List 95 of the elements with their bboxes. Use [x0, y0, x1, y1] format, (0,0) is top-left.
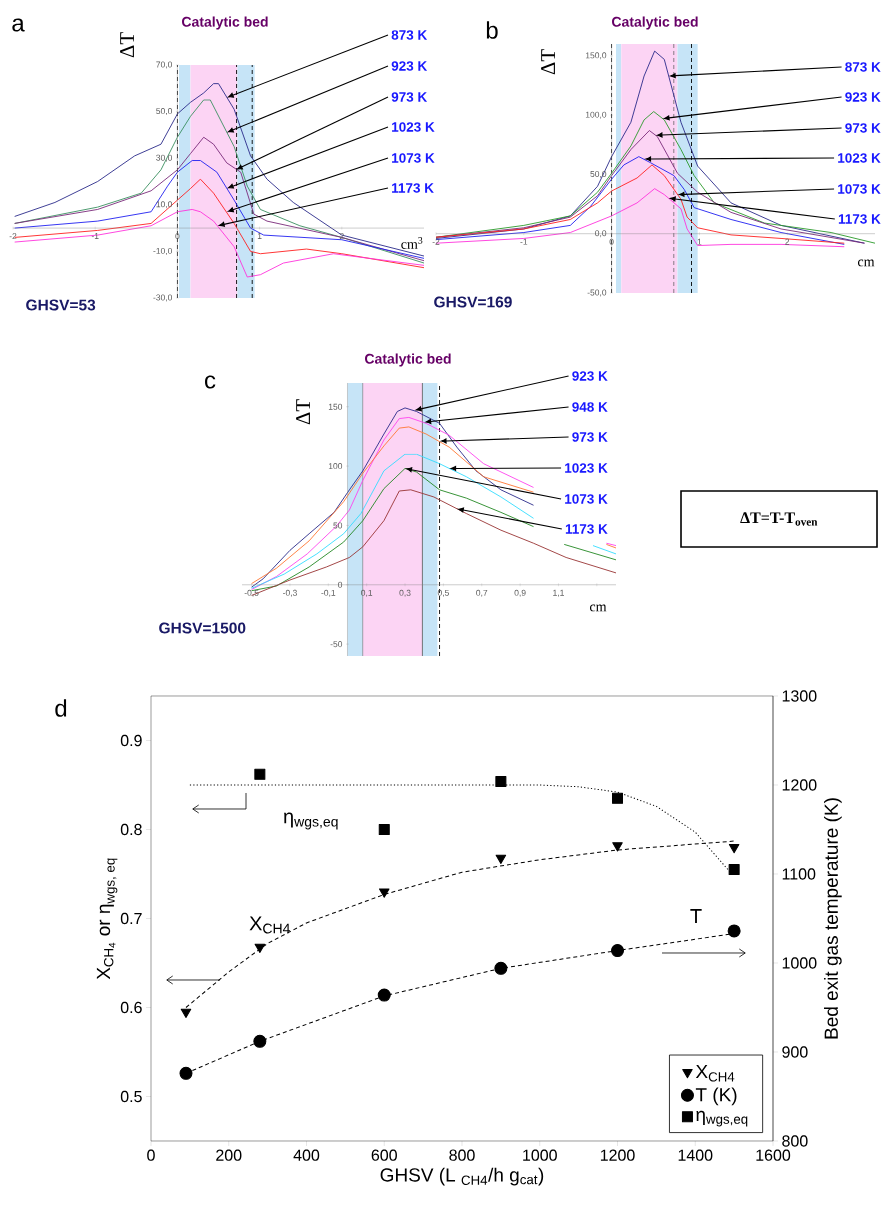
y-tick-label: -30,0 — [153, 294, 173, 302]
text: GHSV=169 — [434, 296, 512, 308]
y-axis-title: ΔT — [296, 399, 310, 425]
annotation: 1173 K — [392, 183, 434, 193]
annotation: 948 K — [572, 402, 608, 412]
chart-title: Catalytic bed — [182, 16, 268, 30]
x-axis-title: GHSV (L $_{CH4}$/h g$_{cat}$) — [380, 1167, 544, 1186]
x-tick-label: 400 — [293, 1149, 320, 1161]
annotation: 1023 K — [838, 153, 881, 163]
y-tick-label: 0.5 — [120, 1090, 142, 1103]
text: a — [12, 18, 25, 32]
annotation: 1073 K — [565, 494, 608, 504]
x-tick-label: -0,3 — [283, 589, 297, 597]
y-tick-label: 100 — [328, 463, 343, 470]
x-axis-title: cm — [857, 259, 875, 267]
chart-title: Catalytic bed — [365, 353, 451, 367]
annotation: 873 K — [845, 62, 881, 72]
annotation: T — [690, 909, 702, 923]
x-tick-label: 0,9 — [514, 589, 526, 597]
annotation: X$_{CH4}$ — [249, 916, 291, 934]
y2-axis-title: Bed exit gas temperature (K) — [824, 798, 842, 1039]
x-axis-title: cm$^{3}$ — [401, 237, 423, 249]
legend-label: η$_{wgs,eq}$ — [696, 1110, 748, 1127]
x-tick-label: 800 — [449, 1149, 475, 1161]
y-tick-label: 0.7 — [120, 912, 142, 925]
y-tick-label: 0.8 — [120, 823, 142, 836]
x-tick-label: -1 — [520, 238, 528, 245]
y-tick-label: 0.6 — [120, 1001, 142, 1014]
text: b — [486, 21, 498, 39]
x-tick-label: 1200 — [600, 1149, 635, 1161]
y-tick-label: 100,0 — [585, 111, 607, 119]
x-tick-label: 1 — [257, 233, 262, 239]
x-tick-label: 0,3 — [399, 589, 411, 597]
x-tick-label: 1,1 — [553, 589, 564, 597]
x-tick-label: -2 — [432, 238, 440, 245]
y2-tick-label: 900 — [782, 1046, 808, 1058]
annotation: 973 K — [572, 432, 608, 442]
x-tick-label: 2 — [339, 233, 344, 240]
annotation: 973 K — [845, 123, 881, 133]
text: d — [55, 699, 67, 717]
annotation: 873 K — [391, 30, 428, 40]
y-tick-label: -50 — [330, 641, 343, 648]
y2-tick-label: 800 — [782, 1135, 808, 1147]
x-tick-label: 0,7 — [476, 589, 488, 597]
legend-label: T (K) — [695, 1087, 737, 1106]
y-tick-label: 0,0 — [595, 230, 607, 238]
y-tick-label: 10,0 — [156, 201, 173, 209]
x-tick-label: 1 — [697, 238, 702, 245]
y2-tick-label: 1100 — [782, 868, 816, 880]
text: GHSV=53 — [26, 299, 96, 311]
y2-tick-label: 1000 — [782, 957, 817, 969]
x-tick-label: 1000 — [523, 1149, 557, 1161]
y-tick-label: 150,0 — [585, 52, 607, 60]
y-tick-label: 70,0 — [156, 61, 173, 69]
y-tick-label: 0 — [338, 581, 343, 588]
y-tick-label: 0.9 — [120, 734, 142, 747]
y2-tick-label: 1200 — [782, 779, 817, 791]
y-axis-title: $\text{X}_{\text{CH}_{\text{4}}}\text{ or }\text{η}_{\text{wgs, eq}}$ — [96, 858, 118, 980]
annotation: GHSV=1500 — [159, 622, 246, 634]
y-tick-label: -10,0 — [153, 247, 173, 255]
annotation: 1173 K — [838, 214, 881, 224]
annotation: 1073 K — [838, 184, 881, 194]
y-tick-label: 150 — [328, 403, 343, 410]
x-tick-label: 0,1 — [361, 589, 373, 597]
annotation: 1023 K — [565, 463, 608, 473]
text: ΔT=T-T$_{oven}$ — [740, 512, 818, 526]
annotation: 1173 K — [565, 524, 608, 534]
annotation: 1023 K — [392, 122, 435, 132]
annotation: 973 K — [391, 92, 428, 102]
annotation: 1073 K — [392, 153, 435, 163]
y2-tick-label: 1300 — [782, 690, 817, 702]
x-tick-label: -2 — [9, 233, 17, 240]
x-tick-label: 2 — [785, 238, 790, 245]
y-axis-title: ΔT — [120, 32, 134, 58]
x-tick-label: 0 — [609, 238, 614, 245]
y-axis-title: ΔT — [541, 49, 555, 75]
x-tick-label: 1400 — [678, 1149, 713, 1161]
annotation: 923 K — [391, 61, 428, 71]
annotation: 923 K — [572, 371, 608, 381]
x-tick-label: 600 — [371, 1149, 397, 1161]
x-tick-label: 0,5 — [437, 589, 449, 597]
y-tick-label: -50,0 — [587, 289, 607, 297]
x-tick-label: 200 — [216, 1149, 242, 1161]
annotation: η$_{wgs,eq}$ — [284, 812, 338, 830]
y-tick-label: 50 — [333, 522, 343, 529]
x-tick-label: -0,1 — [321, 589, 336, 597]
y-tick-label: 50,0 — [156, 108, 173, 116]
x-tick-label: 1600 — [756, 1149, 791, 1161]
annotation: 923 K — [845, 92, 881, 102]
x-axis-title: cm — [589, 604, 607, 612]
x-tick-label: -0,5 — [244, 589, 259, 597]
x-tick-label: 0 — [175, 233, 180, 240]
text: c — [205, 375, 216, 389]
chart-title: Catalytic bed — [612, 16, 698, 30]
legend-label: X$_{CH4}$ — [695, 1065, 735, 1082]
